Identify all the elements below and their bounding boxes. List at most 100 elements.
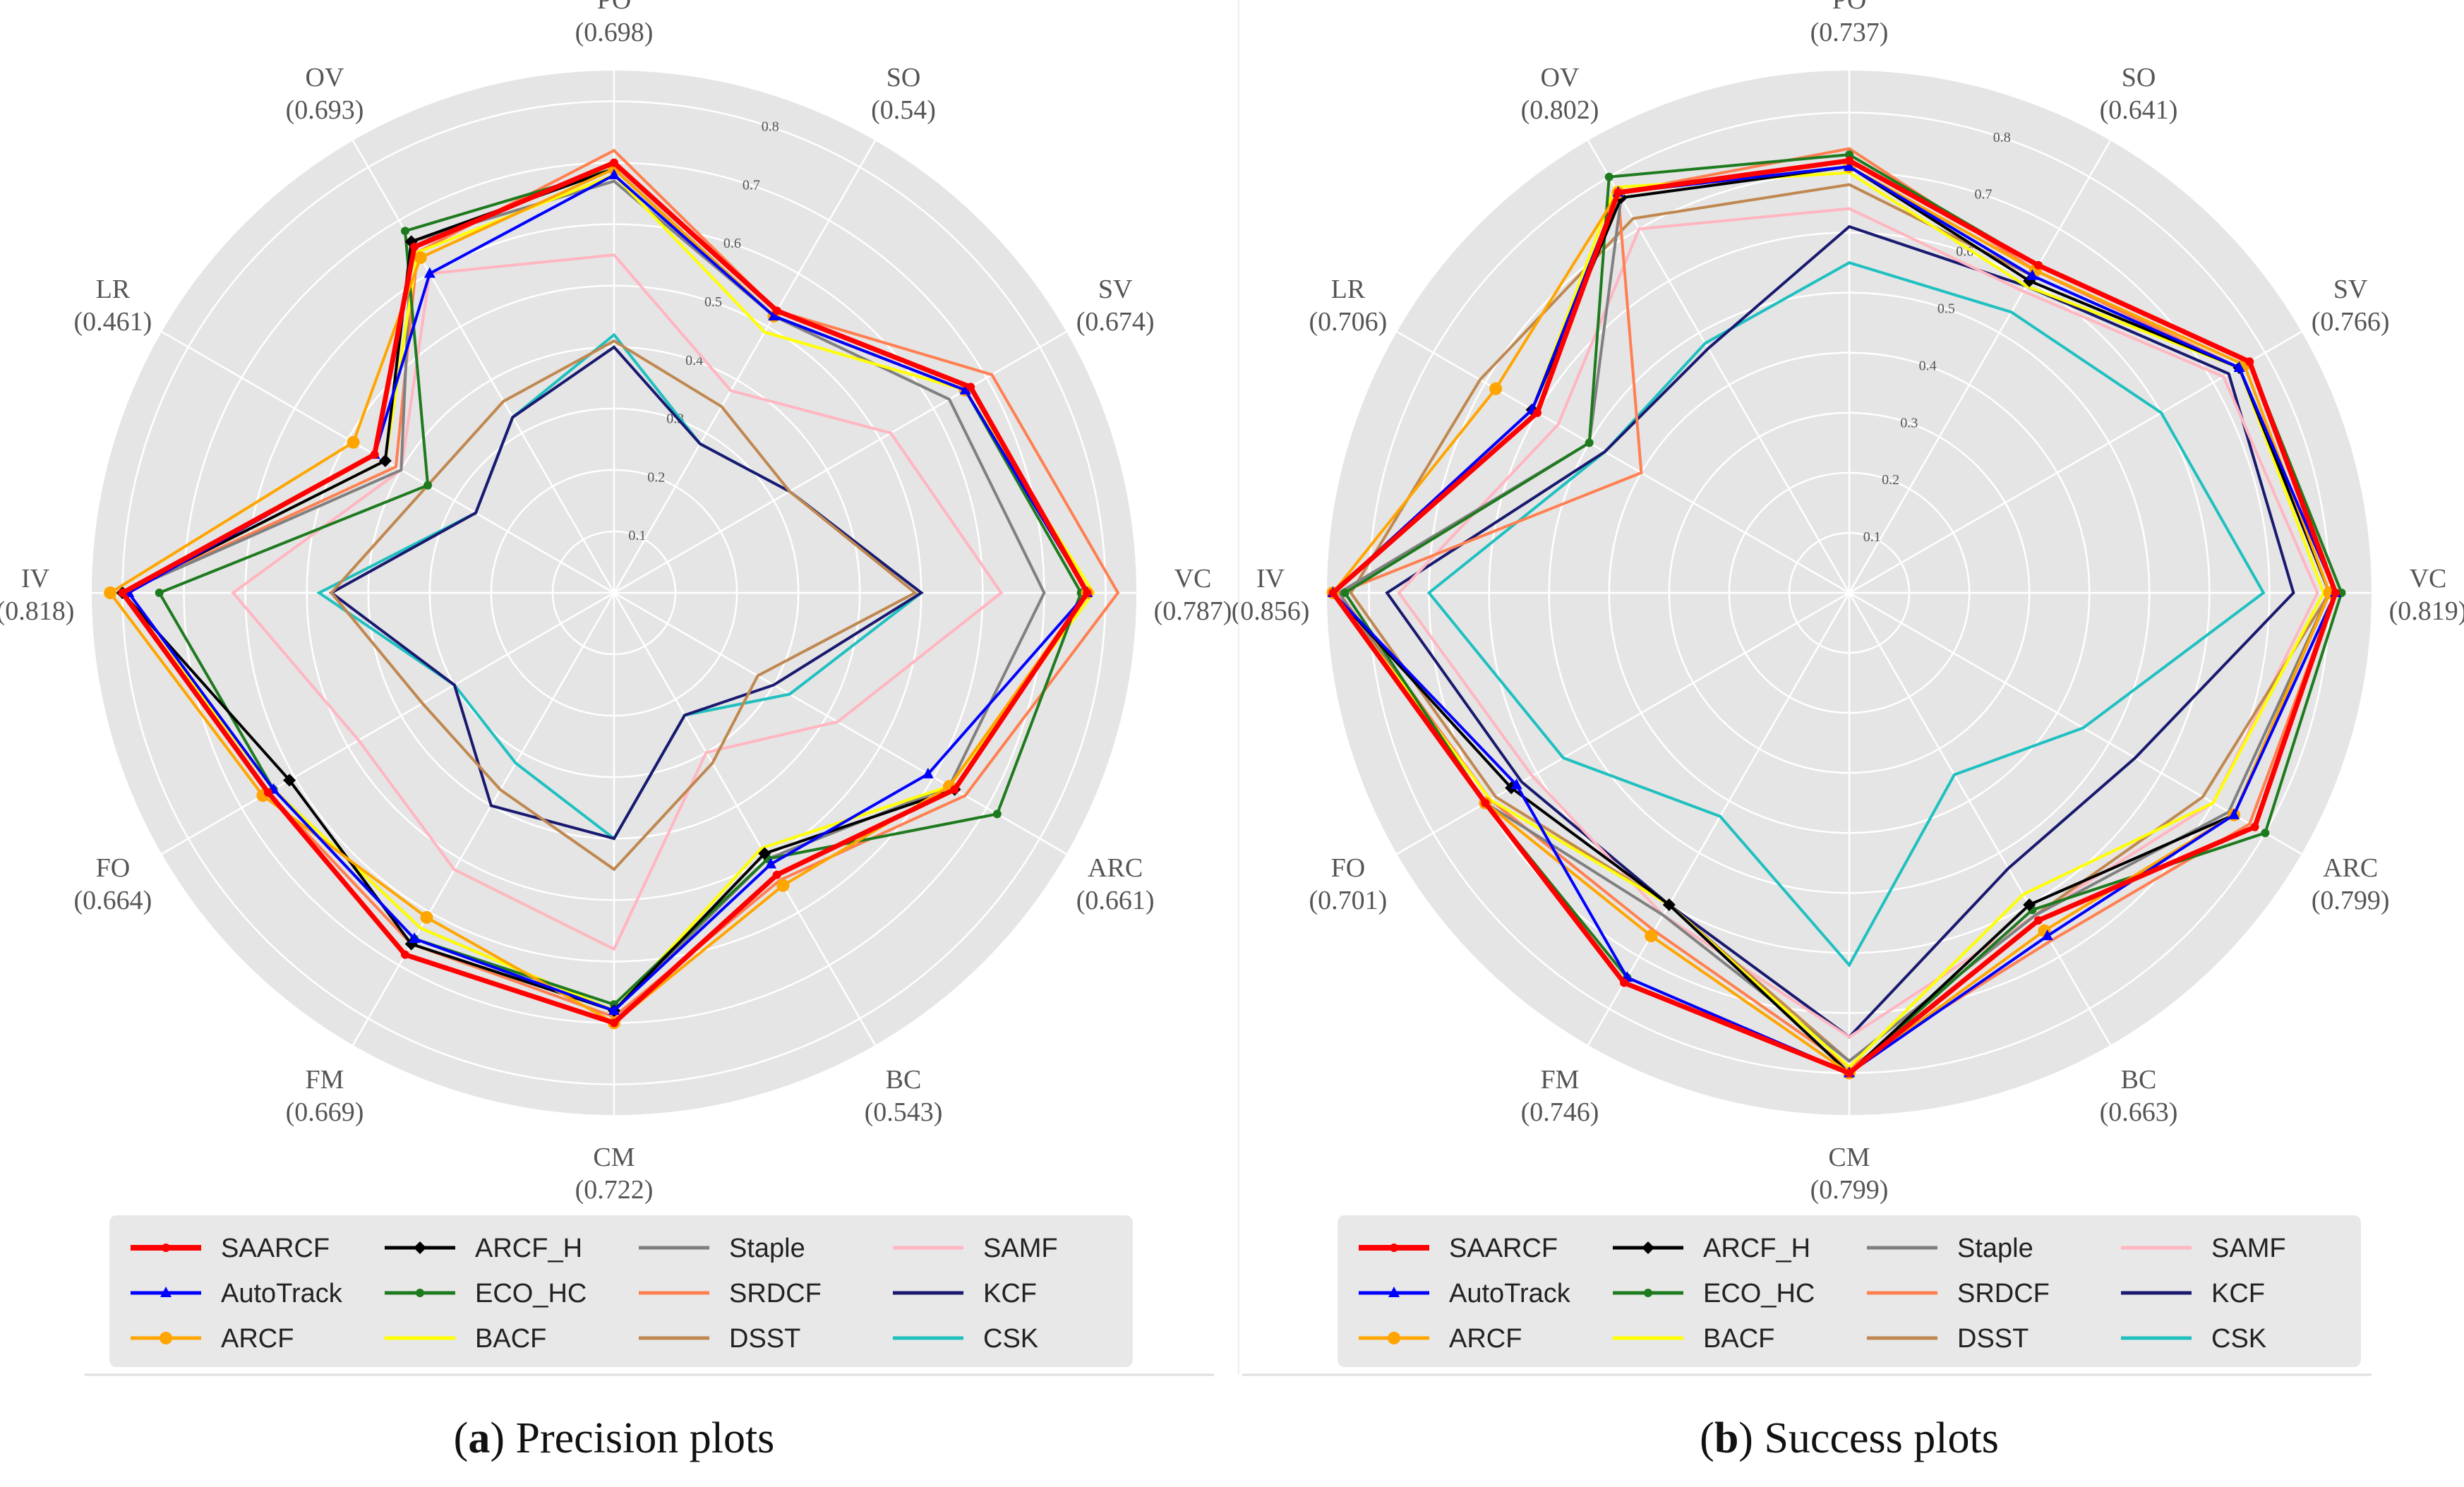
legend-label-staple: Staple bbox=[1957, 1234, 2033, 1263]
caption-title: Success plots bbox=[1764, 1414, 1998, 1462]
axis-label-po: PO bbox=[1832, 0, 1867, 15]
series-marker-autotrack bbox=[409, 932, 421, 944]
axis-score-so: (0.641) bbox=[2100, 95, 2178, 125]
legend-marker-arcf bbox=[160, 1332, 172, 1344]
success-radar-panel: 0.1 0.2 0.3 0.4 0.5 0.6 0.7 0.8 PO (0.737) SO (0.64… bbox=[1232, 0, 2464, 1205]
axis-label-sv: SV bbox=[1098, 275, 1133, 304]
r-tick-label: 0.6 bbox=[723, 236, 741, 251]
series-marker-saarcf bbox=[2250, 822, 2259, 831]
axis-label-ov: OV bbox=[306, 63, 344, 92]
axis-score-so: (0.54) bbox=[871, 95, 936, 125]
legend-label-arcf-h: ARCF_H bbox=[1703, 1234, 1810, 1263]
spoke-gridline bbox=[1848, 140, 2112, 594]
series-marker-autotrack bbox=[1844, 160, 1855, 171]
r-tick-label: 0.8 bbox=[1993, 130, 2011, 145]
success-legend: SAARCF AutoTrack ARCF ARCF_H ECO_HC BACF Stapl… bbox=[1338, 1215, 2361, 1367]
axis-label-vc: VC bbox=[2410, 564, 2447, 594]
series-marker-arcf-h bbox=[283, 773, 296, 787]
series-marker-arcf-h bbox=[758, 847, 771, 860]
axis-label-iv: IV bbox=[21, 564, 50, 594]
legend-label-autotrack: AutoTrack bbox=[221, 1279, 343, 1308]
series-marker-autotrack bbox=[768, 309, 780, 320]
axis-label-po: PO bbox=[597, 0, 632, 15]
legend-marker-arcf-h bbox=[414, 1241, 426, 1254]
series-marker-autotrack bbox=[959, 383, 971, 395]
axis-score-po: (0.737) bbox=[1810, 18, 1889, 47]
legend-label-srdcf: SRDCF bbox=[1957, 1279, 2050, 1308]
axis-label-fo: FO bbox=[1331, 853, 1366, 883]
legend-marker-autotrack bbox=[1388, 1287, 1400, 1297]
series-marker-arcf bbox=[1489, 382, 1503, 395]
legend-label-bacf: BACF bbox=[475, 1324, 546, 1354]
legend-label-eco-hc: ECO_HC bbox=[475, 1279, 587, 1308]
caption-title: Precision plots bbox=[515, 1414, 774, 1462]
axis-score-arc: (0.799) bbox=[2312, 886, 2390, 915]
legend-label-dsst: DSST bbox=[729, 1324, 800, 1354]
axis-score-sv: (0.766) bbox=[2312, 307, 2390, 337]
spoke-gridline bbox=[1587, 140, 1851, 594]
series-marker-eco-hc bbox=[992, 809, 1002, 819]
axis-label-vc: VC bbox=[1174, 564, 1212, 594]
series-marker-eco-hc bbox=[1845, 150, 1853, 159]
axis-label-fm: FM bbox=[1541, 1065, 1580, 1095]
success-caption: (b) Success plots bbox=[1700, 1414, 1999, 1462]
spoke-gridline bbox=[1849, 330, 2302, 594]
series-marker-eco-hc bbox=[155, 589, 164, 597]
series-marker-autotrack bbox=[1510, 778, 1522, 790]
legend-label-kcf: KCF bbox=[983, 1279, 1037, 1308]
caption-text: (b) Success plots bbox=[1700, 1414, 1999, 1462]
series-marker-arcf bbox=[776, 879, 790, 892]
series-marker-saarcf bbox=[410, 242, 419, 251]
spoke-gridline bbox=[1587, 592, 1851, 1046]
r-tick-label: 0.8 bbox=[762, 119, 779, 135]
axis-label-so: SO bbox=[887, 63, 921, 92]
r-tick-label: 0.7 bbox=[1974, 187, 1992, 203]
axis-label-lr: LR bbox=[1331, 275, 1366, 304]
r-tick-label: 0.1 bbox=[1863, 529, 1881, 545]
series-marker-saarcf bbox=[2033, 916, 2043, 925]
axis-label-sv: SV bbox=[2333, 275, 2368, 304]
axis-label-cm: CM bbox=[1828, 1143, 1870, 1172]
series-marker-saarcf bbox=[1845, 156, 1853, 165]
r-tick-label: 0.7 bbox=[743, 177, 760, 193]
axis-score-sv: (0.674) bbox=[1076, 307, 1155, 337]
r-tick-label: 0.2 bbox=[647, 469, 665, 485]
series-marker-eco-hc bbox=[1340, 589, 1350, 597]
legend-label-srdcf: SRDCF bbox=[729, 1279, 822, 1308]
series-marker-saarcf bbox=[370, 450, 379, 459]
series-marker-arcf-h bbox=[378, 454, 392, 467]
axis-label-fo: FO bbox=[96, 853, 131, 883]
spoke-gridline bbox=[613, 140, 877, 594]
legend-label-kcf: KCF bbox=[2211, 1279, 2265, 1308]
series-marker-arcf bbox=[414, 251, 427, 265]
legend-marker-eco-hc bbox=[416, 1289, 424, 1297]
precision-legend: SAARCF AutoTrack ARCF ARCF_H ECO_HC BACF Stapl… bbox=[109, 1215, 1133, 1367]
axis-score-arc: (0.661) bbox=[1076, 886, 1155, 915]
axis-label-so: SO bbox=[2122, 63, 2156, 92]
r-tick-label: 0.5 bbox=[704, 294, 722, 310]
legend-label-autotrack: AutoTrack bbox=[1449, 1279, 1571, 1308]
axis-score-cm: (0.799) bbox=[1810, 1175, 1889, 1205]
series-marker-autotrack bbox=[765, 857, 776, 869]
legend-label-staple: Staple bbox=[729, 1234, 805, 1263]
axis-label-iv: IV bbox=[1256, 564, 1285, 594]
r-tick-label: 0.2 bbox=[1882, 472, 1899, 488]
axis-score-bc: (0.663) bbox=[2100, 1097, 2178, 1127]
series-marker-saarcf bbox=[1613, 188, 1623, 197]
r-tick-label: 0.4 bbox=[1919, 358, 1937, 373]
legend-box bbox=[109, 1215, 1133, 1367]
spoke-gridline bbox=[1848, 592, 2112, 1046]
series-marker-saarcf bbox=[610, 158, 618, 167]
legend-label-csk: CSK bbox=[983, 1324, 1038, 1354]
precision-radar-panel: 0.10.20.30.40.50.60.70.8PO(0.698)SO(0.54… bbox=[0, 0, 1232, 1205]
axis-score-vc: (0.787) bbox=[1154, 596, 1232, 626]
axis-score-fm: (0.669) bbox=[286, 1097, 364, 1127]
legend-marker-saarcf bbox=[1390, 1244, 1398, 1252]
series-marker-saarcf bbox=[772, 870, 781, 879]
series-marker-arcf bbox=[1645, 929, 1658, 943]
series-marker-autotrack bbox=[423, 267, 435, 278]
series-marker-saarcf bbox=[1481, 798, 1490, 807]
axis-score-iv: (0.818) bbox=[0, 596, 74, 626]
series-marker-saarcf bbox=[2033, 260, 2043, 270]
